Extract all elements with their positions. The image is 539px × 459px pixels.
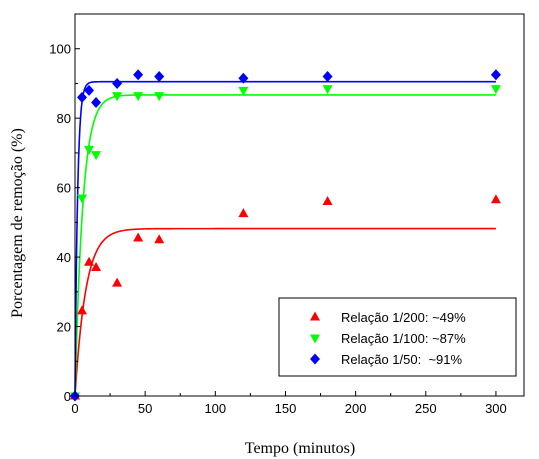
x-tick-label: 0 <box>71 401 78 416</box>
y-tick-label: 80 <box>57 111 71 126</box>
y-tick-label: 40 <box>57 250 71 265</box>
data-point-2 <box>133 92 144 102</box>
data-point-1 <box>490 194 501 204</box>
data-point-3 <box>77 91 88 103</box>
legend-label-1: Relação 1/200: ~49% <box>341 310 466 325</box>
fit-curves <box>74 80 496 397</box>
data-point-2 <box>322 85 333 95</box>
data-point-3 <box>84 84 95 96</box>
data-point-1 <box>112 277 123 287</box>
data-point-2 <box>154 92 165 102</box>
data-point-2 <box>84 145 95 155</box>
data-point-3 <box>154 71 165 83</box>
data-point-3 <box>133 69 144 81</box>
data-point-3 <box>238 72 249 84</box>
fit-curve-1 <box>74 227 496 397</box>
data-point-1 <box>91 262 102 272</box>
data-point-3 <box>112 77 123 89</box>
data-point-1 <box>133 232 144 242</box>
data-point-3 <box>490 69 501 81</box>
legend: Relação 1/200: ~49% Relação 1/100: ~87% Re… <box>278 297 517 377</box>
data-point-1 <box>238 208 249 218</box>
data-point-1 <box>84 256 95 266</box>
legend-marker-2 <box>310 334 320 344</box>
y-tick-label: 20 <box>57 320 71 335</box>
data-point-1 <box>322 196 333 206</box>
data-point-2 <box>238 86 249 96</box>
fit-curve-3 <box>74 80 496 397</box>
legend-marker-3 <box>310 353 320 365</box>
data-markers <box>70 69 501 402</box>
data-point-1 <box>154 234 165 244</box>
fit-curve-2 <box>74 94 496 397</box>
axes: 0 50 100 150 200 250 300 0 20 40 60 80 100 <box>49 13 525 416</box>
legend-marker-1 <box>310 311 320 321</box>
y-tick-label: 60 <box>57 181 71 196</box>
data-point-3 <box>91 97 102 109</box>
y-axis-label: Porcentagem de remoção (%) <box>9 128 26 318</box>
y-tick-label: 0 <box>64 389 71 404</box>
legend-label-3: Relação 1/50: ~91% <box>341 352 462 367</box>
x-tick-label: 150 <box>275 401 297 416</box>
data-point-2 <box>112 92 123 102</box>
data-point-3 <box>322 71 333 83</box>
x-tick-label: 100 <box>204 401 226 416</box>
data-point-2 <box>91 151 102 161</box>
plot-frame <box>74 13 525 397</box>
data-point-2 <box>490 85 501 95</box>
x-tick-label: 200 <box>345 401 367 416</box>
y-tick-label: 100 <box>49 42 71 57</box>
data-point-1 <box>77 305 88 315</box>
legend-label-2: Relação 1/100: ~87% <box>341 331 466 346</box>
x-axis-label: Tempo (minutos) <box>245 440 355 457</box>
x-tick-label: 300 <box>485 401 507 416</box>
data-point-2 <box>77 194 88 204</box>
x-tick-label: 50 <box>138 401 152 416</box>
x-tick-label: 250 <box>415 401 437 416</box>
